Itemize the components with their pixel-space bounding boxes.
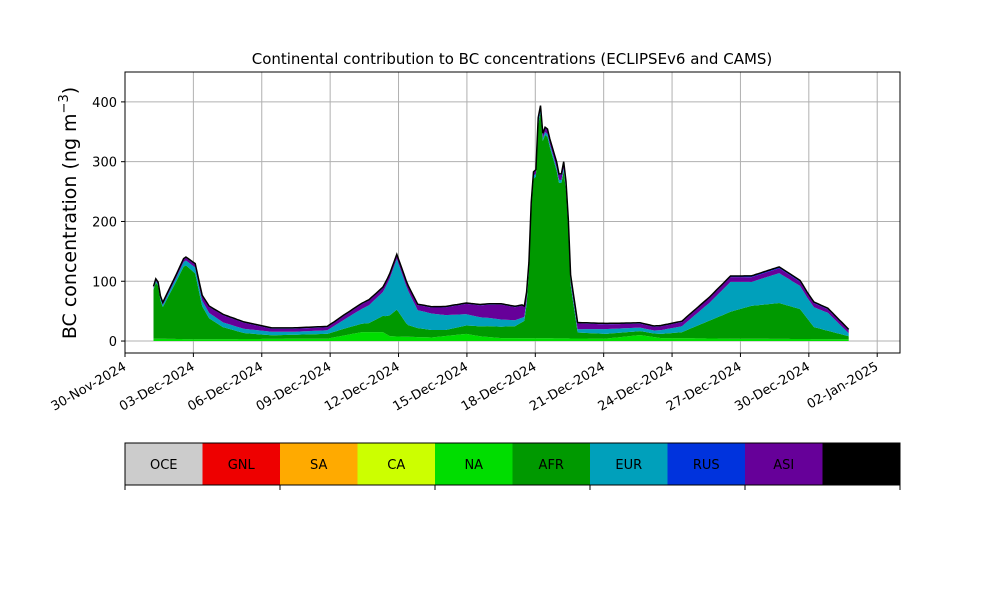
x-tick-label: 27-Dec-2024 bbox=[664, 359, 744, 414]
y-tick-label: 400 bbox=[92, 96, 117, 111]
colorbar-label: GNL bbox=[228, 458, 256, 473]
y-axis-label-close: ) bbox=[59, 87, 81, 94]
colorbar-label: ASI bbox=[773, 458, 794, 473]
colorbar-label: EUR bbox=[615, 458, 642, 473]
total-outline bbox=[152, 105, 850, 330]
colorbar-label: NA bbox=[464, 458, 483, 473]
x-tick-label: 18-Dec-2024 bbox=[459, 359, 539, 414]
y-axis-label-superscript: −3 bbox=[57, 94, 72, 113]
colorbar-label: OCE bbox=[150, 458, 178, 473]
y-axis: 0 100 200 300 400 bbox=[92, 96, 125, 350]
x-tick-label: 06-Dec-2024 bbox=[185, 359, 265, 414]
colorbar-cell-rus bbox=[667, 443, 746, 485]
area-eur bbox=[153, 110, 849, 337]
colorbar-cell-eur bbox=[590, 443, 668, 485]
plot-area: 30-Nov-202403-Dec-202406-Dec-202409-Dec-… bbox=[49, 71, 901, 415]
x-tick-label: 09-Dec-2024 bbox=[254, 359, 334, 414]
colorbar-cell-oce bbox=[125, 443, 203, 485]
y-axis-label: BC concentration (ng m−3) bbox=[57, 87, 81, 339]
stacked-areas bbox=[153, 105, 849, 341]
colorbar-cell-aus bbox=[822, 443, 901, 485]
y-tick-label: 0 bbox=[109, 335, 117, 350]
colorbar-cell-ca bbox=[357, 443, 436, 485]
colorbar-label: SA bbox=[310, 458, 327, 473]
colorbar-cell-sa bbox=[280, 443, 358, 485]
x-tick-label: 30-Nov-2024 bbox=[49, 359, 129, 414]
y-tick-label: 200 bbox=[92, 215, 117, 230]
x-tick-label: 02-Jan-2025 bbox=[805, 359, 882, 412]
x-tick-label: 24-Dec-2024 bbox=[596, 359, 676, 414]
y-axis-label-main: BC concentration (ng m bbox=[59, 113, 81, 339]
y-tick-label: 100 bbox=[92, 275, 117, 290]
x-tick-label: 12-Dec-2024 bbox=[322, 359, 402, 414]
y-tick-label: 300 bbox=[92, 156, 117, 171]
colorbar-label: RUS bbox=[693, 458, 720, 473]
chart-title: Continental contribution to BC concentra… bbox=[252, 50, 773, 68]
x-tick-label: 15-Dec-2024 bbox=[391, 359, 471, 414]
colorbar-label: CA bbox=[387, 458, 405, 473]
area-afr bbox=[153, 113, 849, 340]
x-tick-label: 21-Dec-2024 bbox=[527, 359, 607, 414]
x-axis: 30-Nov-202403-Dec-202406-Dec-202409-Dec-… bbox=[49, 353, 881, 415]
colorbar-frame bbox=[124, 442, 901, 486]
area-na bbox=[153, 332, 849, 341]
colorbar-label: AUS bbox=[848, 458, 875, 473]
colorbar-cell-na bbox=[435, 443, 513, 485]
colorbar-cell-afr bbox=[512, 443, 591, 485]
x-tick-label: 03-Dec-2024 bbox=[117, 359, 197, 414]
colorbar-legend: OCE GNL SA CA NA AFR EUR RUS ASI AUS bbox=[124, 442, 901, 490]
x-tick-label: 30-Dec-2024 bbox=[732, 359, 812, 414]
colorbar-label: AFR bbox=[539, 458, 564, 473]
colorbar-cell-asi bbox=[745, 443, 823, 485]
colorbar-cell-gnl bbox=[202, 443, 281, 485]
axes-frame bbox=[124, 71, 901, 354]
